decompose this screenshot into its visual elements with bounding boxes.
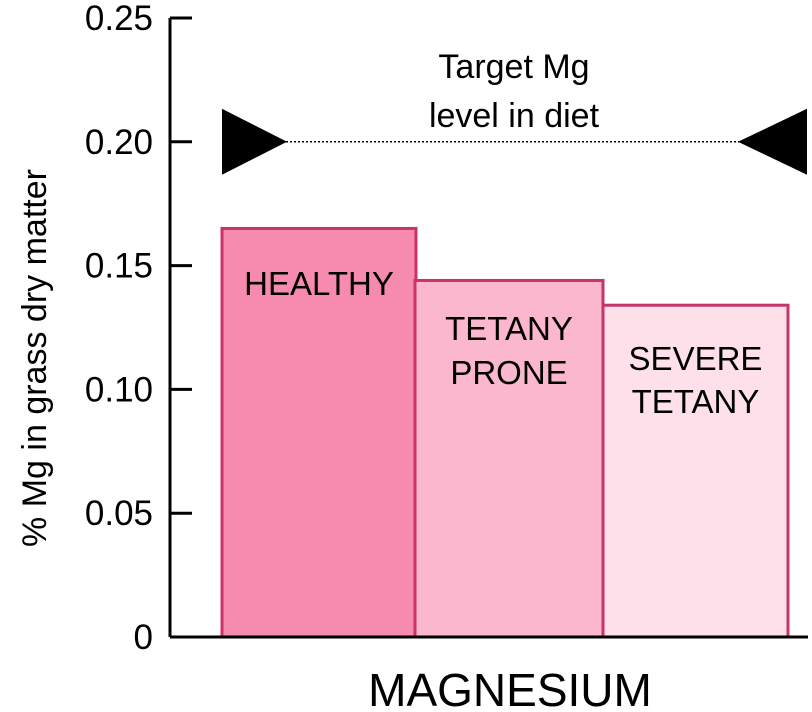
target-label: Target Mg [438,48,589,86]
y-tick-label: 0.10 [85,370,153,409]
bar-label: HEALTHY [244,265,394,302]
target-line-group: Target Mg level in diet [222,48,807,175]
left-arrowhead [222,108,287,175]
x-axis-title: MAGNESIUM [368,664,652,712]
right-arrowhead [738,108,807,175]
y-tick-label: 0.05 [85,494,153,533]
bars-group: HEALTHY TETANY PRONE SEVERE TETANY [220,226,790,639]
bar [601,303,790,639]
y-tick-label: 0.25 [85,0,153,38]
bar-label: SEVERE [629,340,763,377]
y-ticks-group: 0 0.05 0.10 0.15 0.20 0.25 [85,0,192,657]
bar-label: TETANY [445,310,573,347]
y-tick-label: 0.20 [85,123,153,162]
bar-label: PRONE [450,354,567,391]
axes-group [168,18,808,639]
y-tick-label: 0.15 [85,247,153,286]
y-axis-title: % Mg in grass dry matter [16,169,54,547]
target-label: level in diet [429,97,600,135]
bar [413,278,605,639]
bar-label: TETANY [632,383,760,420]
bar [220,226,418,639]
y-tick-label: 0 [134,618,153,657]
